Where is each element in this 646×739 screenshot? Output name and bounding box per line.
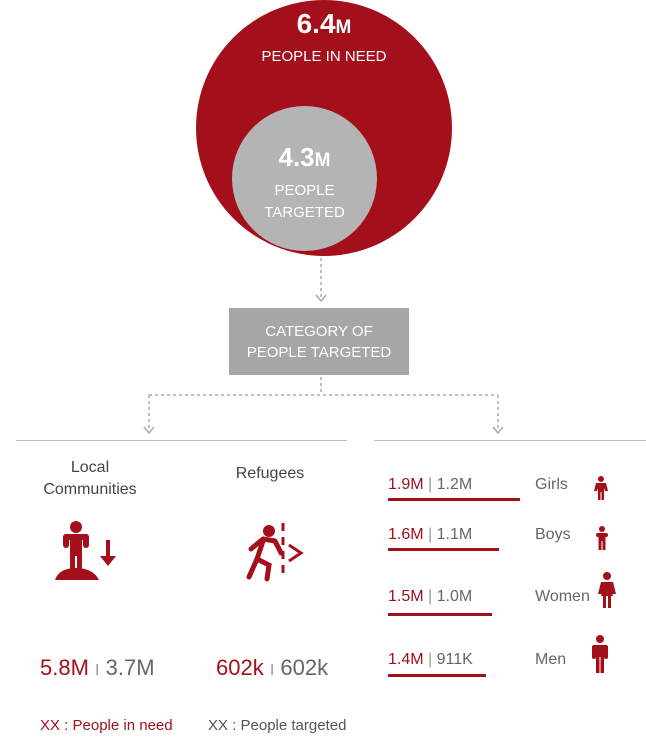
people-targeted-label-2: TARGETED [264,204,345,221]
category-line-1: CATEGORY OF [265,322,373,340]
people-in-need-label: PEOPLE IN NEED [261,48,387,65]
person-standing-arrow-down-icon [55,521,116,580]
category-line-2: PEOPLE TARGETED [246,343,392,361]
girl-icon [594,476,608,500]
people-targeted-circle: 4.3M PEOPLE TARGETED [232,106,377,251]
women-need-bar [388,613,492,616]
demographic-row-women: 1.5M | 1.0M Women [388,572,638,628]
legend-need: XX : People in need [40,717,173,734]
demographic-row-girls: 1.9M | 1.2M Girls [388,476,638,516]
refugees-stat: 602k I 602k [216,655,329,680]
demographic-row-men: 1.4M | 911K Men [388,635,638,691]
women-label: Women [535,588,590,605]
man-icon [592,635,608,673]
left-divider [16,440,347,441]
girls-values: 1.9M | 1.2M [388,476,473,493]
people-targeted-label-1: PEOPLE [274,182,335,199]
women-values: 1.5M | 1.0M [388,588,473,605]
local-communities-stat: 5.8M I 3.7M [40,655,155,680]
boys-values: 1.6M | 1.1M [388,526,473,543]
men-need-bar [388,674,486,677]
boys-label: Boys [535,526,571,543]
category-box: CATEGORY OF PEOPLE TARGETED [229,308,409,375]
boy-icon [596,526,608,550]
demographic-row-boys: 1.6M | 1.1M Boys [388,526,638,566]
men-label: Men [535,651,567,668]
refugees-title: Refugees [235,465,305,482]
local-communities-title: Local Communities [43,459,137,498]
girls-label: Girls [535,476,568,493]
men-values: 1.4M | 911K [388,651,473,668]
woman-icon [598,572,616,608]
people-targeted-value: 4.3M [278,142,331,172]
legend-targeted: XX : People targeted [208,717,347,734]
boys-need-bar [388,548,499,551]
right-divider [374,440,646,441]
girls-need-bar [388,498,520,501]
person-running-border-icon [246,523,304,582]
people-in-need-circle: 6.4M PEOPLE IN NEED [196,0,452,256]
people-in-need-value: 6.4M [296,8,352,39]
